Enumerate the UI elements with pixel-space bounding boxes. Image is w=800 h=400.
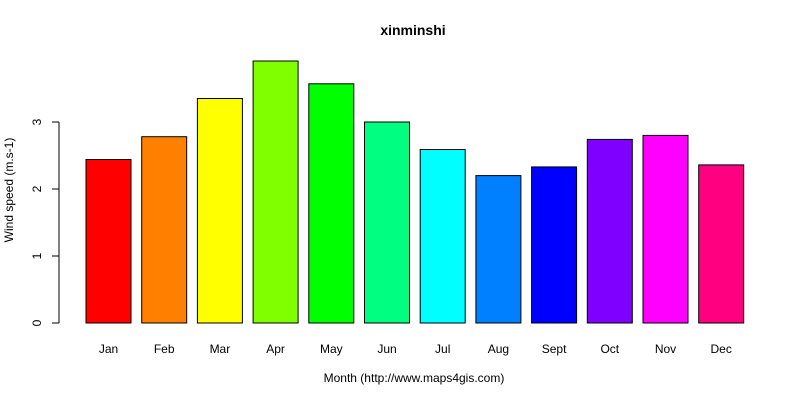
bar-dec — [698, 164, 745, 324]
x-tick-label-may: May — [320, 342, 343, 356]
chart-title: xinminshi — [380, 22, 445, 38]
y-axis-label: Wind speed (m.s-1) — [2, 138, 16, 243]
x-tick-label-nov: Nov — [655, 342, 676, 356]
y-tick-label-3: 3 — [30, 118, 44, 125]
x-tick-label-apr: Apr — [266, 342, 285, 356]
x-tick-label-aug: Aug — [488, 342, 509, 356]
bar-nov — [642, 134, 689, 324]
y-tick-label-0: 0 — [30, 319, 44, 326]
x-tick-label-jan: Jan — [99, 342, 118, 356]
bar-sept — [531, 166, 578, 324]
bar-feb — [141, 136, 188, 324]
bar-oct — [586, 138, 633, 324]
x-tick-label-sept: Sept — [542, 342, 567, 356]
x-tick-labels: Jan Feb Mar Apr May Jun Jul Aug Sept Oct Nov Dec — [99, 342, 732, 356]
x-tick-label-jul: Jul — [435, 342, 450, 356]
y-tick-label-2: 2 — [30, 185, 44, 192]
bar-jan — [85, 159, 132, 324]
x-tick-label-mar: Mar — [210, 342, 231, 356]
bar-may — [308, 83, 355, 324]
bar-jul — [419, 149, 466, 324]
x-tick-label-jun: Jun — [377, 342, 396, 356]
y-tick-label-1: 1 — [30, 252, 44, 259]
bar-aug — [475, 175, 522, 324]
x-axis-label: Month (http://www.maps4gis.com) — [324, 371, 505, 385]
bar-mar — [196, 98, 243, 324]
bar-jun — [364, 121, 410, 324]
x-tick-label-dec: Dec — [711, 342, 732, 356]
y-axis: 0 1 2 3 — [30, 118, 60, 326]
x-tick-label-oct: Oct — [600, 342, 619, 356]
bars-group — [85, 60, 745, 324]
bar-apr — [252, 60, 299, 324]
x-tick-label-feb: Feb — [154, 342, 175, 356]
